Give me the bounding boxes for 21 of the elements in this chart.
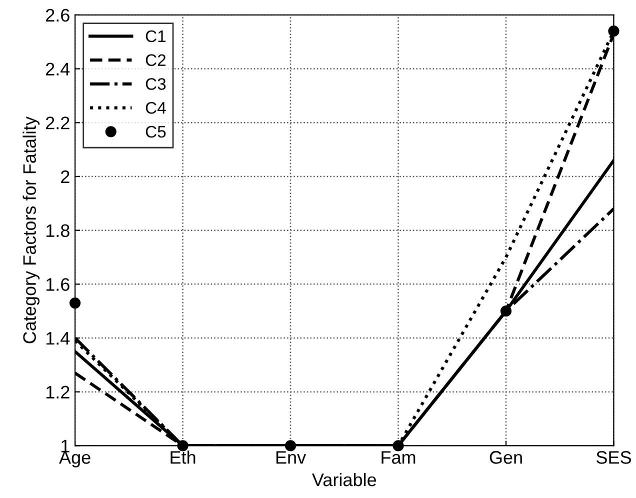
y-tick-label: 2 <box>61 170 70 184</box>
y-axis-title: Category Factors for Fatality <box>22 116 40 344</box>
y-tick-label: 1.2 <box>46 386 70 398</box>
x-tick-label: Fam <box>382 451 416 464</box>
y-tick-label: 2.4 <box>46 62 70 76</box>
x-tick-label: Age <box>59 451 90 468</box>
y-tick-label: 1.6 <box>46 278 70 291</box>
x-tick-label: Gen <box>490 451 522 464</box>
y-tick-label: 1.8 <box>46 224 70 238</box>
x-axis-title: Variable <box>312 472 376 486</box>
y-tick-label: 1.4 <box>46 332 70 345</box>
legend-label: C3 <box>146 78 166 90</box>
x-tick-label: Env <box>276 451 306 464</box>
legend-label: C1 <box>146 30 166 42</box>
legend-label: C5 <box>146 126 166 138</box>
y-tick-label: 2.6 <box>46 8 70 22</box>
y-tick-label: 2.2 <box>46 116 70 130</box>
legend-label: C4 <box>146 102 166 114</box>
x-tick-label: Eth <box>170 450 196 464</box>
legend-label: C2 <box>146 54 166 66</box>
x-tick-label: SES <box>596 451 631 464</box>
